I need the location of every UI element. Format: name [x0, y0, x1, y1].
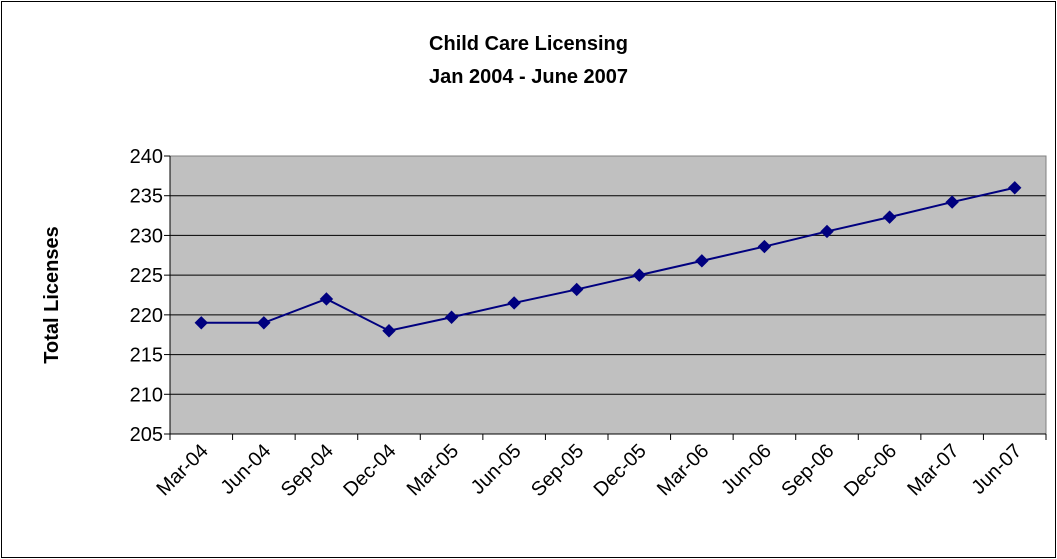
x-tick-label: Jun-06: [717, 440, 776, 499]
x-tick-label: Sep-04: [277, 440, 338, 501]
plot-area: [170, 156, 1046, 434]
y-tick-label: 210: [130, 384, 163, 406]
data-point: [882, 210, 897, 224]
data-point: [382, 324, 396, 338]
series-line: [201, 186, 1015, 332]
chart-title: Child Care Licensing: [429, 33, 628, 55]
data-point: [570, 282, 584, 297]
x-tick-label: Sep-05: [527, 440, 588, 501]
data-point: [757, 239, 772, 254]
y-tick-label: 225: [130, 265, 163, 287]
y-tick-label: 235: [130, 186, 163, 208]
x-axis-ticks: Mar-04 Jun-04 Sep-04 Dec-04 Mar-05 Jun-05 Sep-…: [152, 434, 1047, 501]
series: [194, 181, 1022, 338]
y-tick-label: 205: [130, 424, 163, 446]
data-point: [319, 292, 334, 306]
x-tick-label: Dec-04: [339, 440, 400, 501]
data-point: [257, 316, 271, 330]
x-tick-label: Sep-06: [777, 440, 838, 501]
data-point: [695, 254, 709, 268]
y-tick-label: 215: [130, 345, 163, 367]
data-point: [444, 310, 459, 324]
x-tick-label: Mar-04: [152, 440, 212, 500]
y-axis-title: Total Licenses: [41, 226, 63, 363]
data-point: [1008, 181, 1022, 195]
x-tick-label: Dec-06: [840, 440, 901, 501]
x-tick-label: Jun-07: [967, 440, 1026, 499]
x-tick-label: Dec-05: [590, 440, 651, 501]
data-point: [632, 268, 646, 282]
data-point: [194, 316, 208, 330]
data-point: [820, 224, 834, 239]
x-tick-label: Mar-07: [903, 440, 963, 500]
y-tick-label: 240: [130, 146, 163, 168]
x-tick-label: Jun-05: [467, 440, 526, 499]
y-tick-label: 230: [130, 225, 163, 247]
y-axis-ticks: 205 210 215 220 225 230 235 240: [130, 146, 170, 446]
y-tick-label: 220: [130, 305, 163, 327]
data-point: [945, 195, 959, 209]
x-tick-label: Mar-06: [653, 440, 713, 500]
chart-subtitle: Jan 2004 - June 2007: [428, 66, 628, 88]
x-tick-label: Jun-04: [217, 440, 276, 499]
x-tick-label: Mar-05: [403, 440, 463, 500]
data-point: [507, 296, 521, 310]
